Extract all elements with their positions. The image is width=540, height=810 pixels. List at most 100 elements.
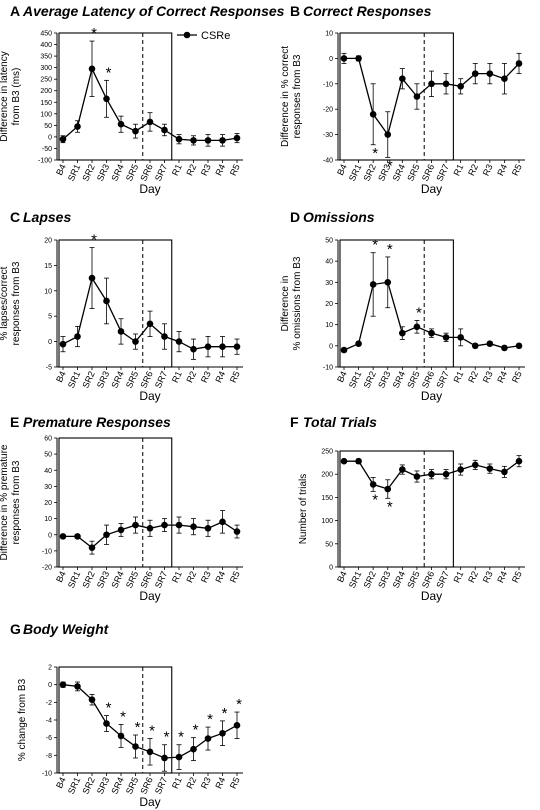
x-tick-label: SR2 bbox=[362, 570, 378, 590]
x-tick-label: B4 bbox=[335, 163, 349, 177]
x-tick-label: SR1 bbox=[347, 570, 363, 590]
x-tick-label: SR3 bbox=[95, 570, 111, 590]
data-point bbox=[501, 75, 508, 83]
significance-star: * bbox=[193, 722, 199, 739]
data-point bbox=[369, 481, 377, 488]
significance-star: * bbox=[91, 25, 97, 42]
panel-e: E Premature Responses -20 -10 0 10 20 30 40 50 60 D… bbox=[0, 414, 243, 603]
y-tick-label: 0 bbox=[329, 56, 333, 63]
data-point bbox=[103, 720, 110, 727]
data-point bbox=[103, 531, 110, 539]
data-point bbox=[471, 461, 479, 469]
x-tick-label: SR2 bbox=[80, 163, 96, 183]
x-tick-label: SR4 bbox=[391, 163, 407, 183]
x-tick-label: SR1 bbox=[66, 570, 82, 590]
data-point bbox=[413, 93, 421, 100]
x-axis-label: Day bbox=[139, 795, 160, 809]
x-tick-label: R3 bbox=[481, 163, 495, 178]
y-tick-label: 100 bbox=[40, 111, 52, 118]
y-tick-label: 10 bbox=[325, 322, 333, 329]
y-tick-label: 50 bbox=[325, 238, 333, 245]
y-tick-label: 0 bbox=[48, 339, 52, 346]
data-point bbox=[204, 735, 212, 742]
y-tick-label: -5 bbox=[46, 365, 52, 372]
x-tick-label: SR7 bbox=[153, 570, 169, 590]
data-point bbox=[428, 80, 435, 88]
x-tick-label: SR6 bbox=[138, 163, 154, 183]
x-tick-label: SR2 bbox=[80, 776, 96, 796]
data-point bbox=[219, 137, 226, 144]
x-tick-label: R3 bbox=[199, 776, 213, 791]
y-axis-label: % lapses/correct bbox=[0, 266, 10, 340]
x-tick-label: R3 bbox=[199, 570, 213, 585]
data-point bbox=[399, 75, 406, 83]
y-tick-label: 0 bbox=[329, 343, 333, 350]
data-point bbox=[161, 126, 168, 134]
x-axis-label: Day bbox=[421, 182, 442, 196]
significance-star: * bbox=[164, 729, 170, 746]
legend: CSRe bbox=[177, 30, 230, 42]
significance-star: * bbox=[91, 232, 97, 249]
significance-star: * bbox=[135, 719, 141, 736]
y-tick-label: -30 bbox=[323, 132, 333, 139]
x-tick-label: B4 bbox=[54, 163, 68, 177]
y-tick-label: 15 bbox=[44, 263, 52, 270]
y-tick-label: 30 bbox=[325, 280, 333, 287]
series-line bbox=[343, 281, 520, 351]
panel-letter: D bbox=[290, 209, 300, 225]
data-point bbox=[204, 343, 212, 350]
data-point bbox=[59, 681, 67, 688]
data-point bbox=[457, 466, 464, 473]
significance-star: * bbox=[387, 157, 393, 174]
data-point bbox=[146, 320, 154, 328]
y-axis-label: Number of trials bbox=[298, 474, 309, 545]
significance-star: * bbox=[120, 708, 126, 725]
x-tick-label: R4 bbox=[495, 163, 509, 178]
stress-period-box bbox=[58, 437, 173, 568]
stress-period-box bbox=[339, 32, 454, 161]
data-point bbox=[355, 457, 362, 465]
panel-letter: B bbox=[290, 3, 300, 19]
x-tick-label: SR5 bbox=[124, 163, 140, 183]
panel-title: Omissions bbox=[303, 209, 375, 225]
data-point bbox=[117, 120, 125, 128]
y-tick-label: -6 bbox=[46, 735, 52, 742]
y-axis-label: responses from B3 bbox=[11, 460, 22, 544]
x-tick-label: SR2 bbox=[80, 570, 96, 590]
stress-period-box bbox=[58, 32, 173, 161]
x-tick-label: R1 bbox=[170, 570, 184, 585]
x-axis-label: Day bbox=[139, 589, 160, 603]
y-tick-label: 50 bbox=[325, 541, 333, 548]
x-tick-label: SR7 bbox=[434, 370, 450, 390]
data-point bbox=[457, 83, 464, 90]
x-axis-label: Day bbox=[421, 389, 442, 403]
x-tick-label: R5 bbox=[510, 570, 524, 585]
data-point bbox=[132, 743, 139, 750]
data-point bbox=[175, 521, 183, 529]
panel-letter: G bbox=[10, 621, 21, 637]
x-tick-label: SR6 bbox=[138, 570, 154, 590]
panel-title: Correct Responses bbox=[303, 3, 432, 19]
x-tick-label: R3 bbox=[199, 370, 213, 385]
x-tick-label: SR7 bbox=[434, 570, 450, 590]
y-tick-label: -20 bbox=[323, 107, 333, 114]
significance-star: * bbox=[372, 237, 378, 254]
significance-star: * bbox=[106, 64, 112, 81]
panel-f: F Total Trials 0 50 100 150 200 250 Number of tr… bbox=[290, 414, 525, 603]
x-tick-label: SR3 bbox=[376, 570, 392, 590]
significance-star: * bbox=[372, 145, 378, 162]
y-tick-label: -10 bbox=[42, 548, 52, 555]
y-tick-label: 20 bbox=[325, 301, 333, 308]
data-point bbox=[486, 70, 494, 77]
data-point bbox=[486, 340, 494, 348]
panel-g: G Body Weight -10 -8 -6 -4 -2 0 2 % change from B… bbox=[10, 621, 243, 809]
y-axis-label: % omissions from B3 bbox=[292, 256, 303, 350]
y-axis-label: Difference in latency bbox=[0, 51, 10, 141]
data-point bbox=[204, 137, 212, 144]
x-tick-label: SR5 bbox=[124, 776, 140, 796]
data-point bbox=[132, 127, 139, 135]
y-tick-label: -2 bbox=[46, 700, 52, 707]
x-tick-label: SR4 bbox=[391, 570, 407, 590]
y-tick-label: 50 bbox=[44, 452, 52, 459]
data-point bbox=[384, 485, 392, 493]
